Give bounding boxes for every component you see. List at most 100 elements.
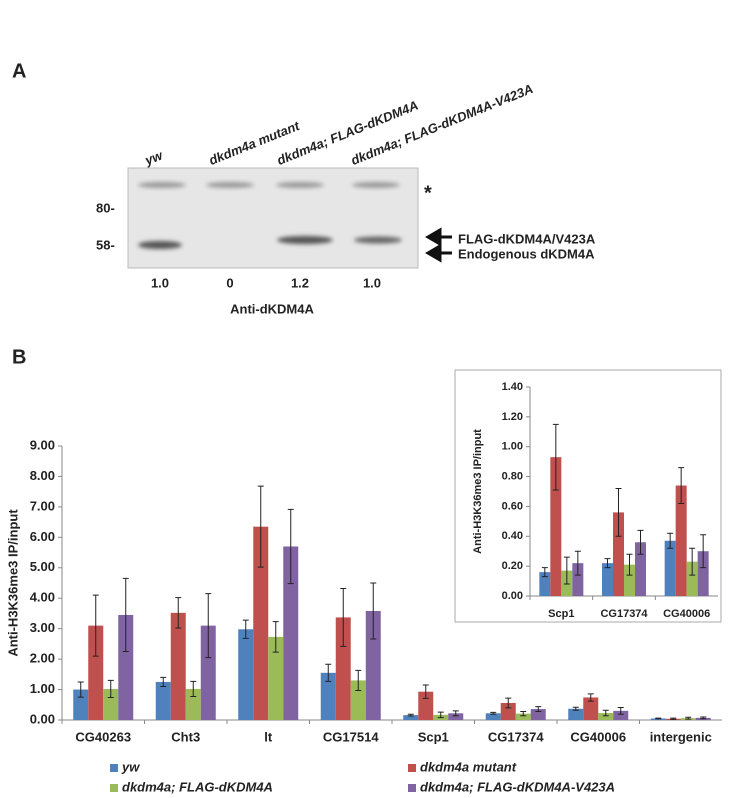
x-tick-label: CG17374 bbox=[488, 729, 544, 744]
marker: 58- bbox=[96, 237, 115, 252]
bar bbox=[170, 612, 186, 720]
y-tick-label: 1.40 bbox=[502, 381, 523, 393]
lane-label: yw bbox=[142, 147, 165, 168]
bar bbox=[200, 625, 216, 720]
panel-label: B bbox=[12, 346, 26, 368]
y-tick-label: 0.80 bbox=[502, 470, 523, 482]
bar bbox=[155, 681, 171, 720]
y-axis-label: Anti-H3K36me3 IP/input bbox=[472, 429, 484, 554]
legend-swatch bbox=[408, 784, 416, 792]
error-bar bbox=[617, 707, 624, 715]
blot-bands bbox=[138, 182, 402, 249]
y-tick-label: 0.20 bbox=[502, 560, 523, 572]
legend-swatch bbox=[408, 764, 416, 772]
legend-label: dkdm4a mutant bbox=[420, 759, 517, 774]
error-bar bbox=[175, 597, 182, 629]
error-bar bbox=[602, 709, 609, 717]
error-bar bbox=[422, 684, 429, 699]
bar bbox=[602, 563, 613, 596]
legend-label: yw bbox=[121, 759, 140, 774]
error-bar bbox=[407, 713, 414, 717]
legend-label: dkdm4a; FLAG-dKDM4A bbox=[122, 779, 273, 794]
error-bar bbox=[122, 577, 129, 652]
error-bar bbox=[552, 423, 559, 491]
bar bbox=[185, 688, 201, 720]
x-tick-label: Scp1 bbox=[548, 608, 574, 620]
error-bar bbox=[370, 582, 377, 640]
error-bar bbox=[257, 485, 264, 568]
arrow-label: Endogenous dKDM4A bbox=[458, 246, 595, 261]
x-tick-label: CG40006 bbox=[663, 608, 710, 620]
error-bar bbox=[490, 711, 497, 715]
bar bbox=[448, 713, 464, 720]
error-bar bbox=[655, 717, 662, 720]
bar bbox=[568, 708, 584, 720]
arrows bbox=[425, 227, 452, 263]
error-bar bbox=[535, 706, 542, 712]
quant: 1.0 bbox=[151, 275, 169, 290]
bar bbox=[675, 485, 687, 596]
y-tick-label: 0.00 bbox=[30, 711, 55, 726]
y-tick-label: 2.00 bbox=[30, 651, 55, 666]
bar bbox=[697, 551, 709, 596]
bar bbox=[664, 540, 676, 596]
bar bbox=[268, 636, 284, 720]
bar bbox=[418, 691, 434, 720]
error-bar bbox=[541, 567, 548, 578]
x-tick-label: Cht3 bbox=[171, 729, 200, 744]
error-bar bbox=[615, 488, 622, 537]
bar bbox=[613, 512, 624, 596]
x-tick-label: CG40006 bbox=[570, 729, 626, 744]
y-tick-label: 1.20 bbox=[502, 411, 523, 423]
panel-label: A bbox=[12, 60, 26, 82]
error-bar bbox=[340, 587, 347, 647]
error-bar bbox=[107, 679, 114, 698]
bar bbox=[572, 563, 584, 596]
bar bbox=[624, 564, 635, 596]
arrow-label: FLAG-dKDM4A/V423A bbox=[458, 231, 596, 246]
antibody: Anti-dKDM4A bbox=[230, 301, 314, 316]
error-bar bbox=[685, 716, 692, 720]
legend-swatch bbox=[110, 784, 118, 792]
error-bar bbox=[604, 558, 611, 569]
x-tick-label: lt bbox=[264, 729, 273, 744]
y-tick-label: 4.00 bbox=[30, 590, 55, 605]
bar bbox=[403, 715, 419, 720]
error-bar bbox=[626, 553, 633, 576]
bar bbox=[550, 457, 562, 596]
error-bar bbox=[325, 663, 332, 682]
y-tick-label: 9.00 bbox=[30, 437, 55, 452]
error-bar bbox=[700, 716, 707, 720]
bar bbox=[103, 688, 119, 720]
error-bar bbox=[572, 706, 579, 711]
legend-label: dkdm4a; FLAG-dKDM4A-V423A bbox=[420, 779, 615, 794]
error-bar bbox=[505, 697, 512, 709]
bar bbox=[118, 614, 134, 720]
error-bar bbox=[160, 676, 167, 688]
x-tick-label: intergenic bbox=[650, 729, 712, 744]
error-bar bbox=[452, 710, 459, 717]
error-bar bbox=[670, 717, 677, 720]
error-bar bbox=[587, 693, 594, 702]
asterisk: * bbox=[424, 182, 432, 204]
x-tick-label: Scp1 bbox=[418, 729, 449, 744]
bar bbox=[598, 712, 614, 720]
bar bbox=[73, 689, 89, 720]
quant: 1.0 bbox=[363, 275, 381, 290]
bar bbox=[238, 629, 254, 720]
bar bbox=[253, 526, 269, 720]
bar bbox=[88, 625, 104, 720]
quant: 1.2 bbox=[291, 275, 309, 290]
x-tick-label: CG40263 bbox=[75, 729, 131, 744]
error-bar bbox=[242, 619, 249, 639]
error-bar bbox=[437, 711, 444, 719]
x-tick-label: CG17514 bbox=[323, 729, 379, 744]
y-tick-label: 5.00 bbox=[30, 559, 55, 574]
error-bar bbox=[205, 593, 212, 659]
y-tick-label: 6.00 bbox=[30, 529, 55, 544]
error-bar bbox=[574, 550, 581, 576]
y-tick-label: 3.00 bbox=[30, 620, 55, 635]
y-tick-label: 1.00 bbox=[30, 681, 55, 696]
error-bar bbox=[355, 669, 362, 691]
error-bar bbox=[563, 556, 570, 585]
